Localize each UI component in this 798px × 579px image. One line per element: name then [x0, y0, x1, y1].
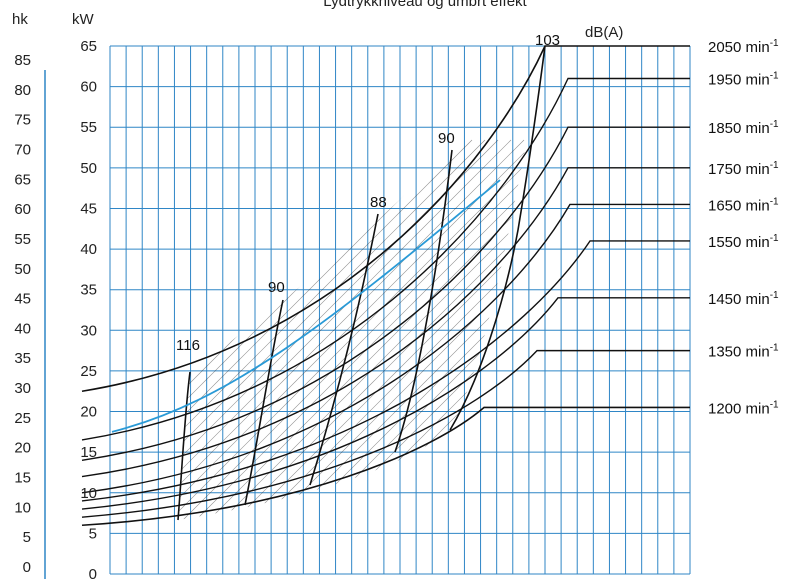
hatch-line: [182, 139, 545, 520]
rpm-label: 2050 min-1: [708, 38, 779, 56]
hk-tick-label: 25: [14, 410, 31, 427]
hatch-line: [260, 139, 545, 520]
kw-tick-label: 15: [80, 444, 97, 461]
hk-tick-label: 50: [14, 261, 31, 278]
rpm-label: 1450 min-1: [708, 290, 779, 308]
hk-tick-label: 65: [14, 171, 31, 188]
hatch-line: [178, 139, 538, 520]
hk-axis-label: hk: [12, 11, 28, 28]
hk-tick-label: 0: [23, 559, 31, 576]
rpm-curves: [81, 45, 690, 527]
hk-tick-label: 80: [14, 82, 31, 99]
db-lines: [177, 45, 546, 521]
rpm-curve: [81, 167, 690, 478]
hk-tick-label: 60: [14, 201, 31, 218]
rpm-curve: [81, 406, 690, 527]
db-line: [309, 213, 379, 486]
tick-labels: 0 5 10 15 20 25 30 35 40 45 50 55 60 65 0 5 10 15 20 25 30 35…: [14, 38, 97, 579]
grid: [44, 45, 691, 579]
kw-tick-label: 0: [89, 566, 97, 579]
rpm-curve: [81, 349, 690, 518]
db-unit-label: dB(A): [585, 24, 623, 41]
kw-tick-label: 10: [80, 485, 97, 502]
db-line: [244, 299, 284, 506]
kw-tick-label: 50: [80, 160, 97, 177]
hatch-line: [178, 139, 512, 520]
kw-tick-label: 55: [80, 119, 97, 136]
hk-tick-label: 10: [14, 499, 31, 516]
rpm-curve: [81, 77, 690, 441]
kw-tick-label: 25: [80, 363, 97, 380]
hatch-line: [247, 139, 545, 520]
hk-tick-label: 85: [14, 52, 31, 69]
hk-tick-label: 30: [14, 380, 31, 397]
db-label: 90: [268, 279, 285, 296]
db-line: [449, 45, 546, 431]
hk-tick-label: 40: [14, 320, 31, 337]
db-labels: 116 90 88 90 103: [176, 32, 560, 354]
kw-tick-label: 20: [80, 404, 97, 421]
rpm-label: 1750 min-1: [708, 160, 779, 178]
hatch-line: [0, 140, 69, 520]
kw-tick-label: 60: [80, 79, 97, 96]
rpm-curve: [81, 203, 690, 494]
hatch-line: [178, 139, 486, 520]
hatch-line: [273, 139, 545, 520]
rpm-labels: 2050 min-1 1950 min-1 1850 min-1 1750 min-1…: [708, 38, 779, 417]
rpm-label: 1200 min-1: [708, 399, 779, 417]
db-label: 116: [176, 337, 200, 354]
hatch-line: [781, 140, 798, 520]
hatch-line: [178, 139, 473, 520]
db-label: 88: [370, 194, 387, 211]
rpm-label: 1850 min-1: [708, 119, 779, 137]
hk-tick-label: 20: [14, 440, 31, 457]
kw-tick-label: 30: [80, 322, 97, 339]
db-label: 103: [535, 32, 560, 49]
hatch-line: [794, 140, 798, 520]
rpm-label: 1950 min-1: [708, 70, 779, 88]
hk-tick-label: 75: [14, 112, 31, 129]
hatch-line: [195, 139, 545, 520]
hatch-line: [178, 139, 545, 520]
kw-tick-label: 35: [80, 282, 97, 299]
rpm-label: 1350 min-1: [708, 343, 779, 361]
kw-tick-label: 45: [80, 200, 97, 217]
db-line: [177, 371, 191, 521]
db-line: [394, 149, 453, 453]
rpm-curve: [81, 45, 690, 393]
chart-title: Lydtrykkniveau og umbrt effekt: [323, 0, 527, 10]
rpm-curve: [81, 297, 690, 510]
hk-tick-label: 15: [14, 470, 31, 487]
hk-tick-label: 70: [14, 141, 31, 158]
kw-tick-label: 5: [89, 525, 97, 542]
highlight-curve: [111, 179, 501, 433]
hk-tick-label: 5: [23, 529, 31, 546]
hk-tick-label: 45: [14, 291, 31, 308]
hatch-line: [0, 140, 82, 520]
hk-tick-label: 55: [14, 231, 31, 248]
kw-tick-label: 65: [80, 38, 97, 55]
kw-tick-label: 40: [80, 241, 97, 258]
highlight-line: [111, 179, 501, 433]
hatch-line: [178, 139, 525, 520]
db-label: 90: [438, 130, 455, 147]
hk-tick-label: 35: [14, 350, 31, 367]
axes: hk kW dB(A): [12, 11, 623, 41]
hatch-line: [286, 139, 545, 520]
kw-axis-label: kW: [72, 11, 95, 28]
rpm-curve: [81, 240, 690, 502]
rpm-curve: [81, 126, 690, 461]
rpm-label: 1550 min-1: [708, 233, 779, 251]
rpm-label: 1650 min-1: [708, 196, 779, 214]
